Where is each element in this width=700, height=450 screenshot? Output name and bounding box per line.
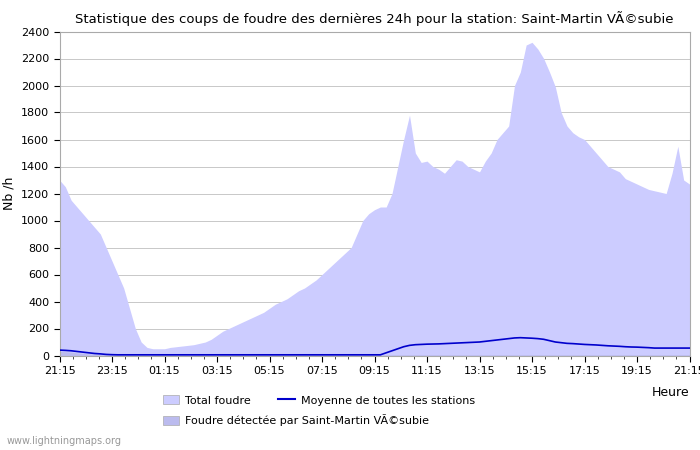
Text: Heure: Heure xyxy=(652,386,690,399)
Text: www.lightningmaps.org: www.lightningmaps.org xyxy=(7,436,122,446)
Title: Statistique des coups de foudre des dernières 24h pour la station: Saint-Martin : Statistique des coups de foudre des dern… xyxy=(76,11,673,26)
Y-axis label: Nb /h: Nb /h xyxy=(2,177,15,210)
Legend: Foudre détectée par Saint-Martin VÃ©subie: Foudre détectée par Saint-Martin VÃ©subi… xyxy=(162,414,429,427)
